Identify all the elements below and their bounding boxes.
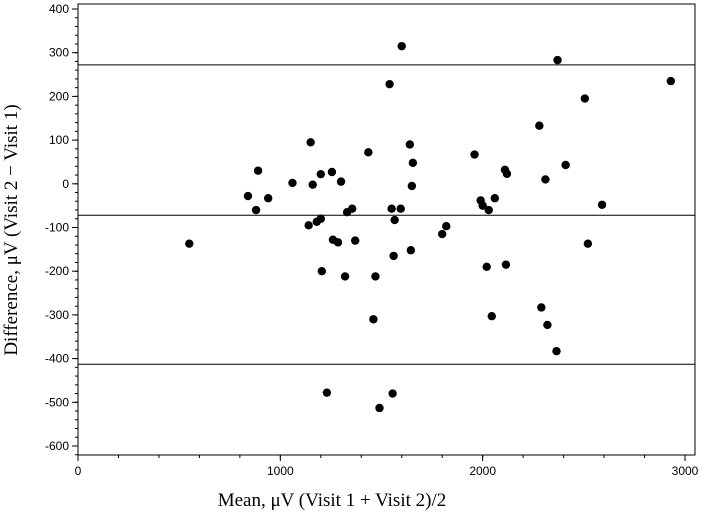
- y-axis-title: Difference, μV (Visit 2 − Visit 1): [1, 104, 22, 355]
- data-point: [316, 214, 325, 223]
- x-tick-label: 0: [75, 464, 82, 478]
- y-tick-label: -600: [45, 439, 69, 453]
- data-point: [405, 140, 415, 149]
- y-tick-label: 400: [49, 2, 69, 16]
- data-point: [482, 262, 491, 272]
- data-point: [406, 246, 416, 255]
- data-point: [388, 389, 397, 398]
- data-point: [442, 221, 451, 231]
- data-point: [666, 76, 676, 86]
- y-tick-label: -100: [45, 221, 69, 235]
- data-point: [336, 177, 346, 186]
- data-point: [438, 229, 447, 239]
- data-point: [478, 201, 487, 210]
- y-tick-label: -500: [45, 395, 69, 409]
- data-point: [501, 260, 511, 269]
- data-point: [535, 121, 544, 130]
- reference-lines: [78, 64, 695, 365]
- data-point: [484, 205, 493, 215]
- plot-area-frame: [77, 3, 696, 456]
- data-point: [251, 205, 261, 215]
- y-tick-label: -400: [45, 352, 69, 366]
- data-point: [396, 204, 405, 213]
- data-point: [340, 272, 350, 281]
- y-tick-label: 300: [49, 46, 69, 60]
- data-point: [487, 312, 496, 321]
- x-axis-title: Mean, μV (Visit 1 + Visit 2)/2: [218, 490, 447, 511]
- y-tick-label: 100: [49, 133, 69, 147]
- data-point: [552, 346, 561, 356]
- data-point: [397, 41, 406, 51]
- data-point: [541, 175, 550, 184]
- data-point: [389, 251, 398, 261]
- data-point: [553, 55, 562, 65]
- y-tick-label: 200: [49, 89, 69, 103]
- x-axis: 0 1000 2000 3000: [75, 455, 699, 478]
- data-point: [371, 272, 380, 281]
- data-point: [263, 194, 273, 203]
- data-point: [385, 79, 394, 89]
- data-point: [387, 204, 396, 213]
- data-point: [333, 238, 343, 247]
- data-point: [597, 200, 607, 209]
- y-axis: 400 300 200 100 0 -100 -200 -300 -400 -500 -600: [45, 2, 78, 456]
- data-point: [408, 158, 418, 168]
- y-tick-label: -200: [45, 264, 69, 278]
- data-point: [243, 191, 253, 201]
- data-point: [375, 403, 384, 413]
- data-point: [390, 215, 399, 225]
- data-point: [583, 239, 593, 248]
- x-tick-label: 3000: [672, 464, 699, 478]
- data-point: [327, 167, 337, 177]
- data-points: [185, 41, 676, 413]
- data-point: [350, 236, 360, 245]
- x-tick-label: 1000: [267, 464, 294, 478]
- data-point: [308, 180, 317, 189]
- data-point: [364, 148, 373, 157]
- data-point: [306, 138, 315, 147]
- data-point: [304, 221, 313, 230]
- data-point: [317, 267, 327, 276]
- data-point: [561, 160, 570, 170]
- data-point: [537, 303, 546, 312]
- data-point: [490, 194, 500, 203]
- data-point: [580, 94, 590, 103]
- data-point: [253, 166, 263, 175]
- data-point: [322, 388, 332, 397]
- data-point: [316, 169, 325, 179]
- data-point: [543, 320, 552, 330]
- data-point: [407, 181, 417, 191]
- x-tick-label: 2000: [469, 464, 496, 478]
- y-tick-label: 0: [62, 177, 69, 191]
- data-point: [502, 169, 512, 178]
- data-point: [185, 239, 194, 248]
- data-point: [369, 315, 378, 324]
- data-point: [347, 204, 357, 213]
- data-point: [470, 150, 479, 159]
- data-point: [288, 178, 297, 188]
- y-tick-label: -300: [45, 308, 69, 322]
